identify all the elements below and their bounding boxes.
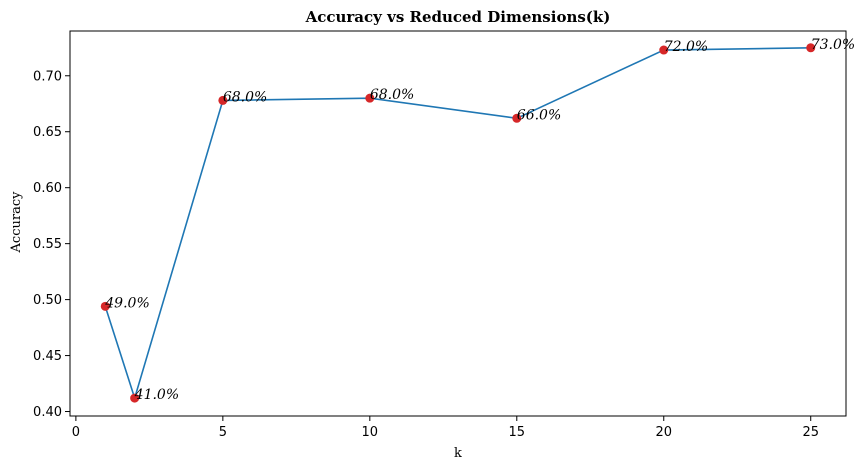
y-tick-label: 0.40 <box>33 405 62 420</box>
y-tick-label: 0.65 <box>33 125 62 140</box>
x-tick-label: 10 <box>362 425 379 440</box>
x-tick-label: 25 <box>802 425 819 440</box>
data-label: 68.0% <box>223 89 267 105</box>
plot-frame <box>69 30 847 417</box>
data-point <box>806 43 816 53</box>
x-tick-label: 5 <box>219 425 227 440</box>
data-label: 66.0% <box>517 107 561 123</box>
data-label: 68.0% <box>370 87 414 103</box>
plot-area: 0 5 10 15 20 25 0.40 0.45 0.50 0.55 0.60 0.65 0.70 49… <box>33 30 855 440</box>
data-point <box>100 301 110 311</box>
accuracy-line <box>104 46 811 401</box>
chart-title: Accuracy vs Reduced Dimensions(k) <box>305 8 611 26</box>
y-tick-label: 0.60 <box>33 181 62 196</box>
y-tick-label: 0.70 <box>33 69 62 84</box>
x-tick-label: 0 <box>72 425 80 440</box>
data-point <box>365 93 375 103</box>
data-point <box>218 95 228 105</box>
y-tick-label: 0.50 <box>33 293 62 308</box>
y-tick-label: 0.55 <box>33 237 62 252</box>
y-tick-label: 0.45 <box>33 349 62 364</box>
x-tick-label: 15 <box>509 425 526 440</box>
data-label: 73.0% <box>811 37 855 53</box>
data-point <box>659 45 669 55</box>
y-axis-label: Accuracy <box>9 191 24 254</box>
data-label: 72.0% <box>664 39 708 55</box>
data-point <box>512 113 522 123</box>
x-tick-label: 20 <box>655 425 672 440</box>
data-point <box>130 393 140 403</box>
data-label: 49.0% <box>104 295 149 311</box>
x-axis-label: k <box>454 446 462 461</box>
data-label: 41.0% <box>134 387 179 403</box>
